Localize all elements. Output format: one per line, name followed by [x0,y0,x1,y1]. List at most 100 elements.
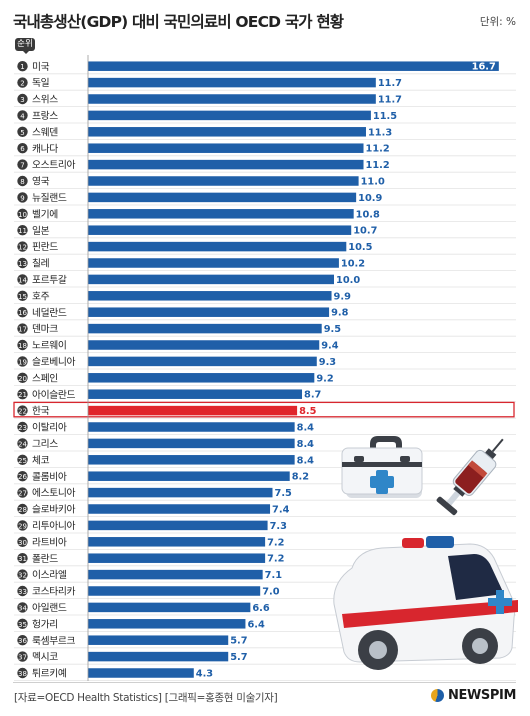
country-label: 튀르키예 [32,668,67,680]
rank-circle [17,553,28,564]
bar [88,291,332,301]
rank-number: 10 [18,211,27,219]
bar [88,635,229,645]
country-label: 라트비아 [32,536,67,548]
bar [88,586,261,596]
value-label: 8.4 [297,455,315,466]
value-label: 7.2 [267,554,284,565]
country-label: 노르웨이 [32,340,66,352]
rank-number: 18 [18,342,27,350]
bar [88,520,268,531]
country-label: 벨기에 [32,208,58,220]
rank-circle [17,585,28,597]
rank-circle [17,602,28,613]
value-label: 8.2 [292,472,309,483]
rank-number: 28 [18,506,27,514]
value-label: 7.3 [270,521,288,532]
value-label: 8.4 [297,423,315,434]
bar [88,553,266,563]
value-label: 7.1 [265,570,283,581]
value-label: 9.3 [319,357,337,368]
rank-header-badge: 순위 [15,38,35,54]
rank-number: 22 [18,408,27,416]
value-label: 9.2 [316,373,333,384]
value-label: 7.5 [275,488,293,499]
country-label: 스웨덴 [32,126,58,138]
footer-divider [13,682,516,683]
value-label: 8.5 [299,406,317,417]
rank-number: 23 [18,424,27,432]
rank-number: 38 [18,670,27,678]
value-label: 11.3 [368,127,392,138]
rank-circle [17,339,28,351]
bar [88,504,271,514]
bar [88,127,366,137]
bar [88,471,290,481]
rank-number: 7 [20,162,24,170]
rank-number: 1 [20,63,24,71]
rank-number: 30 [18,539,27,547]
country-label: 미국 [32,61,50,73]
country-label: 포르투갈 [32,273,67,286]
rank-number: 16 [18,309,27,317]
bar [88,241,347,252]
country-label: 헝가리 [32,618,58,630]
value-label: 8.4 [297,439,315,450]
value-label: 10.0 [336,275,360,286]
bar [88,225,352,235]
rank-circle [17,323,28,334]
rank-circle [17,618,28,629]
value-label: 9.8 [331,308,349,319]
rank-circle [17,257,28,269]
country-label: 코스타리카 [32,586,75,598]
value-label: 7.2 [267,537,284,548]
rank-number: 14 [18,276,27,284]
bar [88,356,317,367]
rank-number: 24 [18,440,27,448]
rank-circle [17,651,28,662]
source-credit: [자료=OECD Health Statistics] [그래픽=홍종현 미술기… [14,692,278,704]
bar [88,192,357,203]
bar [88,209,354,219]
country-label: 오스트리아 [32,159,75,171]
bar [88,651,229,662]
bar [88,176,359,186]
value-label: 11.5 [373,111,397,122]
value-label: 16.7 [472,62,496,73]
country-label: 에스토니아 [32,487,75,499]
rank-circle [17,405,28,416]
rank-number: 3 [20,96,24,104]
bar [88,94,376,104]
rank-number: 20 [18,375,27,383]
rank-number: 27 [18,490,27,498]
rank-number: 13 [18,260,27,268]
value-label: 10.7 [353,226,377,237]
value-label: 8.7 [304,390,322,401]
rank-circle [17,225,28,236]
country-label: 슬로베니아 [32,356,75,368]
rank-number: 2 [20,80,24,88]
value-label: 10.2 [341,259,365,270]
value-label: 9.4 [321,341,339,352]
bar [88,258,339,268]
country-label: 스페인 [32,372,58,384]
rank-number: 4 [20,112,25,120]
rank-circle [17,192,28,203]
chart-title: 국내총생산(GDP) 대비 국민의료비 OECD 국가 현황 [13,13,344,31]
value-label: 9.5 [324,324,342,335]
rank-circle [17,520,28,531]
country-label: 한국 [32,405,50,417]
rank-circle [17,159,28,170]
rank-circle [17,503,28,515]
bar [88,668,194,678]
rank-circle [17,454,28,465]
rank-number: 25 [18,457,27,465]
rank-circle [17,126,28,137]
rank-circle [17,569,28,580]
value-label: 11.2 [366,144,390,155]
country-label: 이스라엘 [32,569,67,581]
country-label: 독일 [32,77,50,89]
country-label: 덴마크 [32,323,58,335]
country-label: 멕시코 [32,651,58,663]
country-label: 프랑스 [32,110,58,122]
